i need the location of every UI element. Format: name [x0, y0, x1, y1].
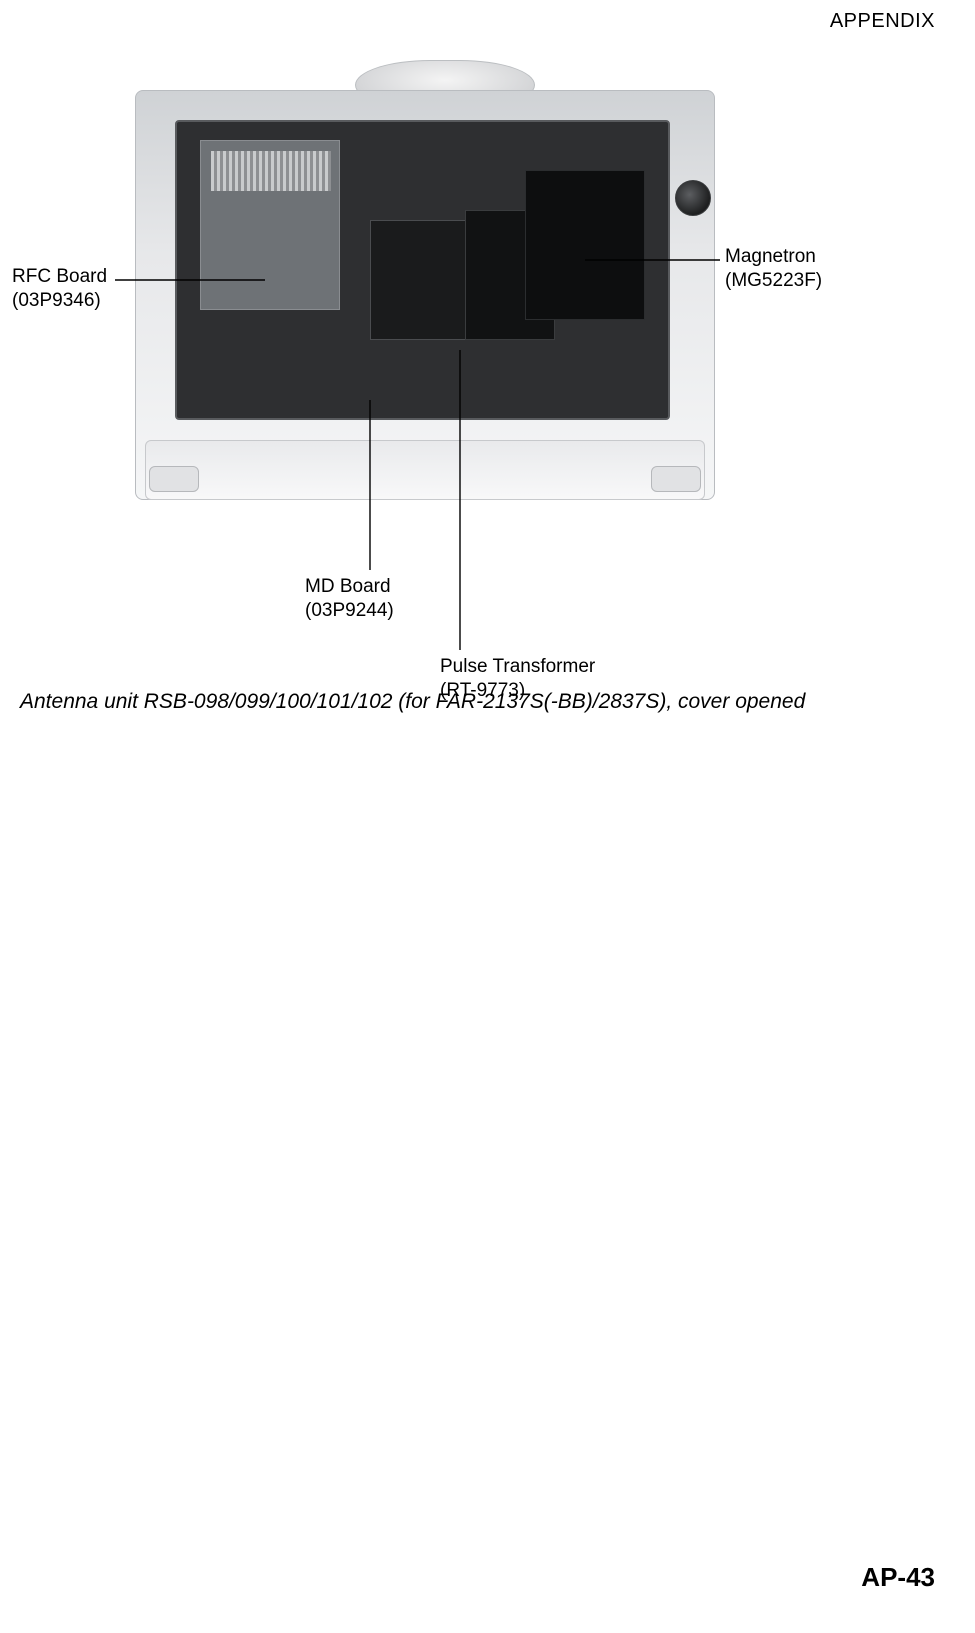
label-rfc-code: (03P9346): [12, 290, 101, 311]
label-rfc: RFC Board (03P9346): [12, 265, 107, 313]
photo-magnetron: [525, 170, 645, 320]
photo-rfc-board: [200, 140, 340, 310]
photo-md-board: [370, 220, 480, 340]
section-header: APPENDIX: [830, 10, 935, 33]
caption-text: Antenna unit RSB-098/099/100/101/102 (fo…: [20, 690, 805, 713]
label-rfc-name: RFC Board: [12, 266, 107, 287]
photo-base: [145, 440, 705, 500]
label-magnetron-name: Magnetron: [725, 246, 816, 267]
photo-side-knob: [675, 180, 711, 216]
photo-foot-right: [651, 466, 701, 492]
header-text: APPENDIX: [830, 10, 935, 32]
figure: RFC Board (03P9346) Magnetron (MG5223F) …: [0, 60, 975, 680]
label-pulse-name: Pulse Transformer: [440, 656, 595, 677]
figure-caption: Antenna unit RSB-098/099/100/101/102 (fo…: [20, 690, 805, 714]
page-number: AP-43: [861, 1562, 935, 1593]
label-md: MD Board (03P9244): [305, 575, 394, 623]
page: APPENDIX RFC Board (03P9346) Magnetron (…: [0, 0, 975, 1633]
label-md-code: (03P9244): [305, 600, 394, 621]
label-magnetron: Magnetron (MG5223F): [725, 245, 822, 293]
photo-foot-left: [149, 466, 199, 492]
antenna-photo: [135, 60, 715, 500]
label-md-name: MD Board: [305, 576, 391, 597]
page-number-text: AP-43: [861, 1562, 935, 1592]
label-magnetron-code: (MG5223F): [725, 270, 822, 291]
